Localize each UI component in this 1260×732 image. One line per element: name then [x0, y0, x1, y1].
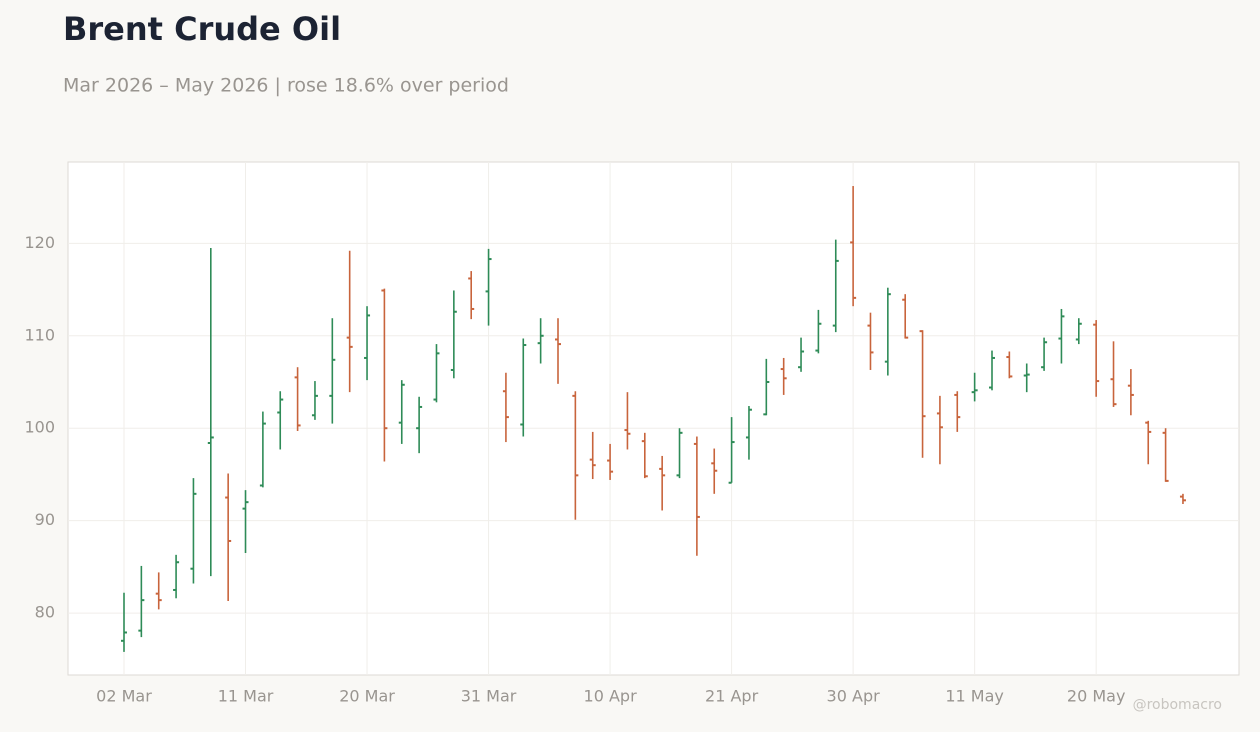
x-tick-label: 30 Apr	[827, 687, 881, 706]
x-tick-label: 20 Mar	[339, 687, 395, 706]
chart-title: Brent Crude Oil	[63, 10, 341, 48]
watermark: @robomacro	[1133, 697, 1222, 713]
x-tick-label: 02 Mar	[96, 687, 152, 706]
x-tick-label: 31 Mar	[461, 687, 517, 706]
y-tick-label: 90	[35, 510, 55, 529]
x-tick-label: 11 Mar	[218, 687, 274, 706]
x-tick-label: 10 Apr	[584, 687, 638, 706]
y-tick-label: 100	[24, 418, 55, 437]
y-tick-label: 120	[24, 233, 55, 252]
plot-area	[67, 161, 1240, 676]
x-tick-label: 20 May	[1067, 687, 1126, 706]
y-tick-label: 80	[35, 603, 55, 622]
x-tick-label: 11 May	[945, 687, 1004, 706]
x-tick-label: 21 Apr	[705, 687, 759, 706]
chart-subtitle: Mar 2026 – May 2026 | rose 18.6% over pe…	[63, 75, 509, 97]
y-tick-label: 110	[24, 325, 55, 344]
